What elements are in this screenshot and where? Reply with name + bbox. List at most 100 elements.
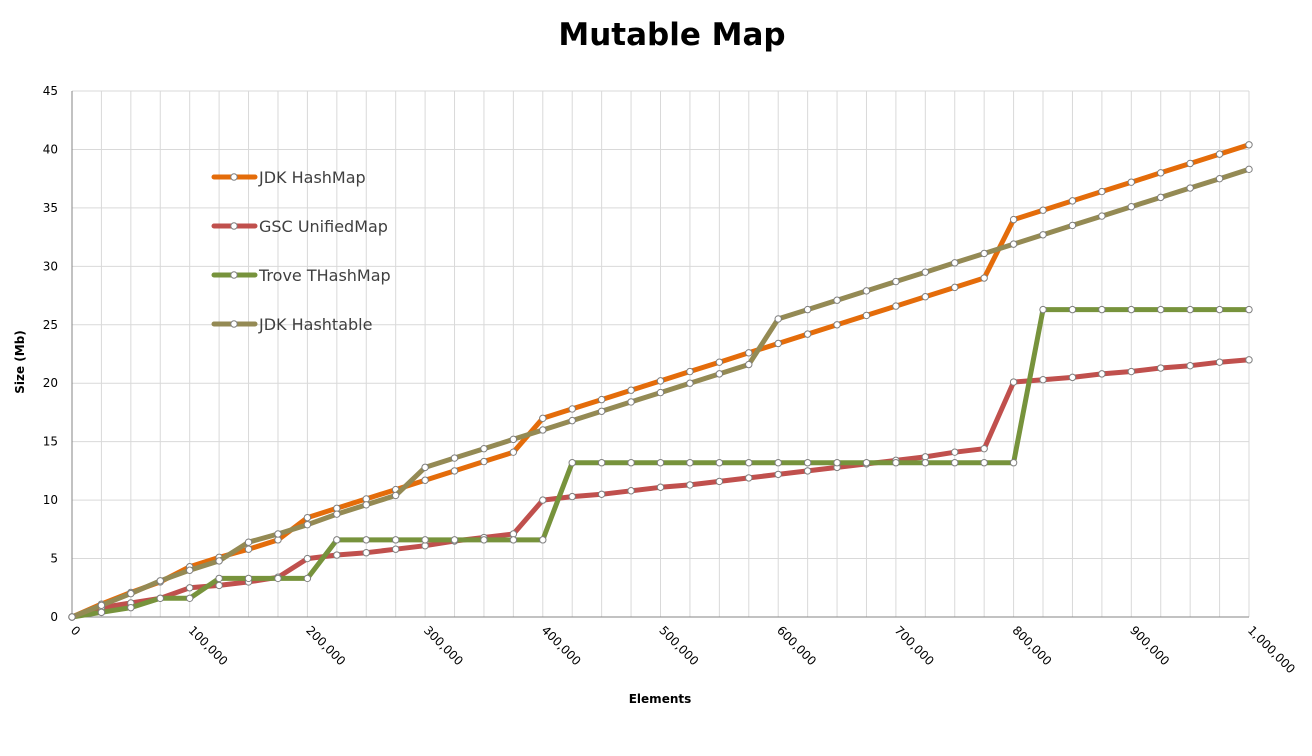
data-point — [980, 249, 988, 258]
legend-marker — [230, 271, 238, 279]
data-point — [480, 444, 488, 453]
data-point — [362, 501, 370, 509]
data-point — [539, 414, 547, 422]
data-point — [1245, 141, 1253, 149]
y-tick-label: 15 — [43, 435, 58, 449]
data-point — [715, 459, 724, 467]
data-point — [1186, 159, 1194, 168]
data-point — [303, 574, 312, 583]
x-tick-label: 0 — [68, 623, 83, 638]
data-point — [568, 492, 576, 501]
x-axis-title: Elements — [629, 692, 692, 706]
x-tick-label: 1,000,000 — [1245, 623, 1298, 676]
series-jdk-hashmap — [68, 141, 1253, 621]
data-point — [597, 395, 606, 404]
data-point — [774, 459, 782, 467]
data-point — [450, 467, 459, 475]
data-point — [715, 370, 724, 378]
data-point — [1039, 206, 1047, 214]
data-point — [391, 536, 400, 544]
data-point — [980, 444, 988, 453]
data-point — [480, 536, 488, 544]
x-tick-label: 600,000 — [774, 623, 819, 668]
x-tick-label: 500,000 — [656, 623, 701, 668]
legend-label: Trove THashMap — [258, 266, 391, 285]
data-point — [509, 536, 518, 544]
data-point — [833, 459, 841, 467]
data-point — [803, 467, 812, 475]
y-tick-label: 40 — [43, 142, 58, 156]
data-point — [803, 459, 812, 467]
data-point — [627, 487, 635, 495]
data-point — [1039, 376, 1047, 384]
data-point — [715, 358, 724, 366]
data-point — [568, 405, 576, 413]
series-lines — [68, 141, 1253, 621]
data-point — [1157, 364, 1165, 372]
data-point — [833, 321, 841, 329]
data-point — [1098, 305, 1106, 314]
data-point — [1127, 367, 1136, 376]
y-axis-ticks: 0 5 10 15 20 25 30 35 40 45 — [43, 84, 58, 624]
data-point — [745, 360, 753, 369]
data-point — [745, 349, 753, 357]
data-point — [1127, 178, 1136, 186]
data-point — [333, 551, 341, 559]
x-tick-label: 300,000 — [421, 623, 466, 668]
x-tick-label: 400,000 — [539, 623, 584, 668]
data-point — [951, 459, 959, 467]
legend-label: JDK HashMap — [258, 168, 366, 187]
legend-marker — [230, 222, 238, 230]
y-tick-label: 30 — [43, 259, 58, 273]
data-point — [303, 520, 312, 529]
data-point — [333, 510, 341, 518]
data-point — [980, 459, 988, 467]
data-point — [421, 536, 429, 544]
data-point — [244, 574, 253, 583]
data-point — [1127, 305, 1136, 314]
data-point — [774, 470, 782, 479]
data-point — [686, 481, 694, 489]
chart-title: Mutable Map — [558, 17, 785, 53]
data-point — [1039, 231, 1047, 239]
data-point — [597, 407, 606, 415]
series-jdk-hashtable — [68, 165, 1253, 621]
data-point — [215, 574, 223, 583]
data-point — [1245, 305, 1253, 314]
data-point — [568, 459, 576, 467]
y-tick-label: 10 — [43, 493, 58, 507]
data-point — [1098, 212, 1106, 220]
data-point — [539, 496, 547, 504]
data-point — [303, 513, 312, 522]
data-point — [1245, 165, 1253, 174]
data-point — [1215, 305, 1224, 314]
data-point — [951, 259, 959, 267]
data-point — [1186, 361, 1194, 370]
data-point — [656, 459, 665, 467]
legend-item: JDK HashMap — [211, 168, 366, 187]
data-point — [921, 459, 930, 467]
data-point — [156, 594, 164, 602]
y-axis-title: Size (Mb) — [13, 330, 27, 394]
data-point — [686, 379, 694, 387]
data-point — [156, 577, 164, 585]
y-tick-label: 5 — [50, 552, 58, 566]
legend-marker — [230, 173, 238, 181]
data-point — [921, 268, 930, 276]
y-tick-label: 25 — [43, 318, 58, 332]
data-point — [627, 386, 635, 394]
data-point — [656, 377, 665, 385]
data-point — [362, 549, 370, 557]
data-point — [362, 536, 370, 544]
data-point — [391, 491, 400, 500]
data-point — [274, 574, 282, 583]
legend-item: Trove THashMap — [211, 266, 391, 285]
data-point — [1157, 169, 1165, 177]
data-point — [244, 538, 253, 546]
series-trove-thashmap — [68, 305, 1253, 621]
gridlines — [72, 90, 1250, 617]
data-point — [539, 426, 547, 434]
data-point — [774, 339, 782, 348]
data-point — [450, 536, 459, 544]
